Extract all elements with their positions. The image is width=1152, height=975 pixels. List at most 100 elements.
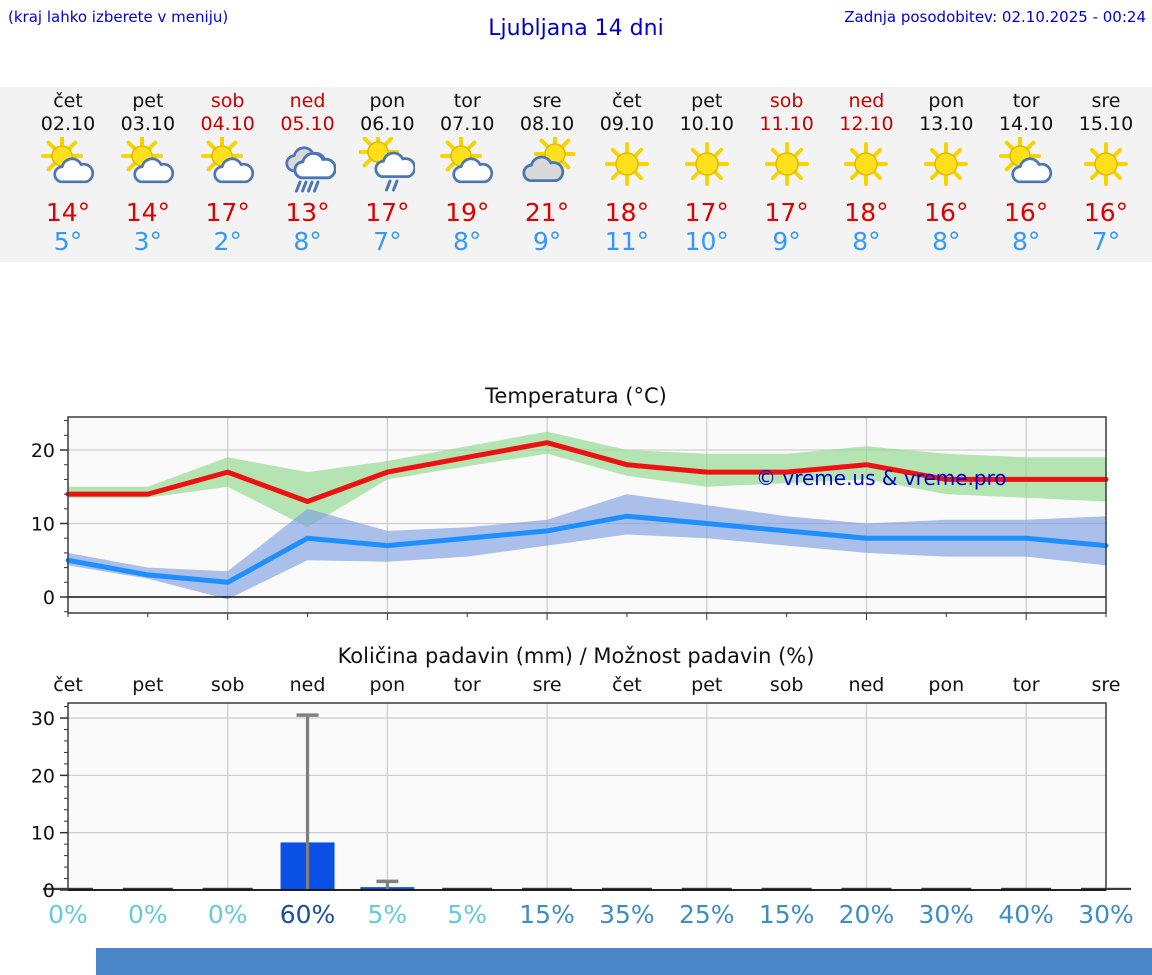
day-name: čet [612, 90, 642, 112]
day-column[interactable]: ned 12.10 18° 8° [825, 90, 907, 256]
precip-probability-label: 30% [918, 900, 975, 929]
precip-day-label: pon [928, 674, 965, 696]
day-column[interactable]: pet 03.10 14° 3° [107, 90, 189, 256]
precip-day-label: pet [691, 674, 723, 696]
day-date: 06.10 [360, 113, 415, 135]
cloud-sun-icon [519, 133, 577, 193]
day-max-temp: 17° [684, 198, 729, 227]
precipitation-day-labels: čet pet sob ned pon tor sre čet pet sob ned pon tor s… [0, 674, 1152, 699]
svg-text:20: 20 [31, 765, 55, 787]
day-name: ned [848, 90, 885, 112]
day-date: 08.10 [519, 113, 575, 135]
temp-max-line [65, 440, 1109, 504]
temp-max-range-band [68, 431, 1106, 528]
day-min-temp: 9° [772, 227, 801, 256]
precip-probability-label: 30% [1078, 900, 1134, 929]
day-name: čet [53, 90, 83, 112]
svg-text:0: 0 [43, 587, 55, 609]
day-max-temp: 13° [285, 198, 330, 227]
day-column[interactable]: ned 05.10 13° 8° [267, 90, 349, 256]
day-min-temp: 8° [293, 227, 322, 256]
precip-day-label: sob [210, 674, 245, 696]
day-name: pon [369, 90, 406, 112]
location-hint: (kraj lahko izberete v meniju) [8, 8, 229, 26]
precip-zero-bar [202, 887, 253, 890]
day-date: 10.10 [679, 113, 734, 135]
temperature-chart: 0 10 20 © vreme.us & vreme.pro [31, 416, 1109, 620]
precip-day-label: sre [1091, 674, 1121, 696]
day-strip: čet 02.10 14° 5° pet 03.10 14° 3° sob 04.10 17°… [0, 87, 1152, 262]
sun-icon [759, 137, 815, 193]
day-column[interactable]: tor 07.10 19° 8° [426, 90, 508, 256]
day-name: ned [289, 90, 326, 112]
day-date: 14.10 [998, 113, 1054, 135]
day-name: pon [928, 90, 965, 112]
sun-cloud-icon [200, 135, 256, 193]
day-max-temp: 18° [604, 198, 650, 227]
precip-day-label: pet [132, 674, 164, 696]
precip-probability-label: 20% [838, 900, 895, 929]
day-min-temp: 5° [53, 227, 83, 256]
rain-icon [280, 137, 337, 193]
day-max-temp: 16° [1083, 198, 1129, 227]
precip-zero-bar [122, 887, 173, 890]
day-column[interactable]: sob 11.10 17° 9° [746, 90, 828, 256]
sun-cloud-icon [439, 135, 495, 193]
day-column[interactable]: čet 02.10 14° 5° [27, 90, 109, 256]
sun-cloud-rain-icon [357, 131, 417, 193]
day-date: 15.10 [1078, 113, 1134, 135]
sun-icon [838, 137, 894, 193]
svg-text:30: 30 [31, 708, 55, 730]
day-column[interactable]: sre 08.10 21° 9° [506, 90, 588, 256]
day-max-temp: 18° [844, 198, 889, 227]
day-name: pet [132, 90, 164, 112]
day-min-temp: 8° [932, 227, 961, 256]
day-min-temp: 10° [684, 227, 729, 256]
footer-banner [96, 948, 1152, 975]
day-column[interactable]: pet 10.10 17° 10° [666, 90, 748, 256]
sun-cloud-icon [998, 135, 1054, 193]
day-max-temp: 17° [365, 198, 410, 227]
precip-probability-label: 0% [207, 900, 248, 929]
precip-day-label: ned [289, 674, 326, 696]
precipitation-chart-title: Količina padavin (mm) / Možnost padavin … [337, 644, 815, 668]
day-column[interactable]: sre 15.10 16° 7° [1065, 90, 1147, 256]
day-column[interactable]: pon 13.10 16° 8° [905, 90, 987, 256]
day-max-temp: 14° [125, 198, 170, 227]
precip-day-label: sob [769, 674, 804, 696]
precip-day-label: sre [532, 674, 562, 696]
day-date: 12.10 [839, 113, 894, 135]
day-min-temp: 7° [373, 227, 402, 256]
temp-min-line [65, 513, 1109, 585]
svg-text:20: 20 [31, 440, 55, 462]
precip-zero-bar [681, 887, 732, 890]
svg-text:0: 0 [43, 880, 55, 900]
day-min-temp: 3° [133, 227, 163, 256]
day-date: 13.10 [919, 113, 974, 135]
watermark-link[interactable]: © vreme.us & vreme.pro [756, 466, 1007, 490]
precip-probability-label: 15% [758, 900, 815, 929]
precip-probability-label: 25% [678, 900, 735, 929]
precip-probability-label: 0% [128, 900, 168, 929]
day-min-temp: 8° [1011, 227, 1041, 256]
precip-day-label: pon [369, 674, 406, 696]
temp-min-range-band [68, 494, 1106, 600]
sun-cloud-icon [40, 135, 96, 193]
day-date: 11.10 [759, 113, 814, 135]
precip-zero-bar [1001, 887, 1052, 890]
day-column[interactable]: sob 04.10 17° 2° [187, 90, 269, 256]
day-column[interactable]: tor 14.10 16° 8° [985, 90, 1067, 256]
precip-day-label: čet [612, 674, 642, 696]
sun-icon [679, 137, 735, 193]
day-name: pet [691, 90, 723, 112]
svg-text:10: 10 [31, 514, 55, 536]
day-column[interactable]: čet 09.10 18° 11° [586, 90, 668, 256]
day-name: sob [210, 90, 245, 112]
last-updated: Zadnja posodobitev: 02.10.2025 - 00:24 [844, 8, 1146, 26]
precip-probability-label: 60% [279, 900, 336, 929]
sun-icon [599, 137, 655, 193]
day-min-temp: 8° [852, 227, 881, 256]
precip-zero-bar [921, 887, 972, 890]
day-column[interactable]: pon 06.10 17° 7° [346, 90, 428, 256]
day-name: tor [1012, 90, 1040, 112]
